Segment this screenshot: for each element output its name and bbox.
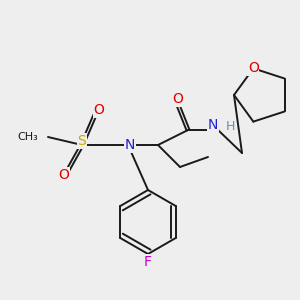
Text: N: N: [125, 138, 135, 152]
Text: O: O: [172, 92, 183, 106]
Text: CH₃: CH₃: [17, 132, 38, 142]
Text: H: H: [225, 121, 235, 134]
Text: O: O: [94, 103, 104, 117]
Text: N: N: [208, 118, 218, 132]
Text: O: O: [248, 61, 259, 75]
Text: F: F: [144, 255, 152, 269]
Text: S: S: [78, 134, 86, 148]
Text: O: O: [58, 168, 69, 182]
